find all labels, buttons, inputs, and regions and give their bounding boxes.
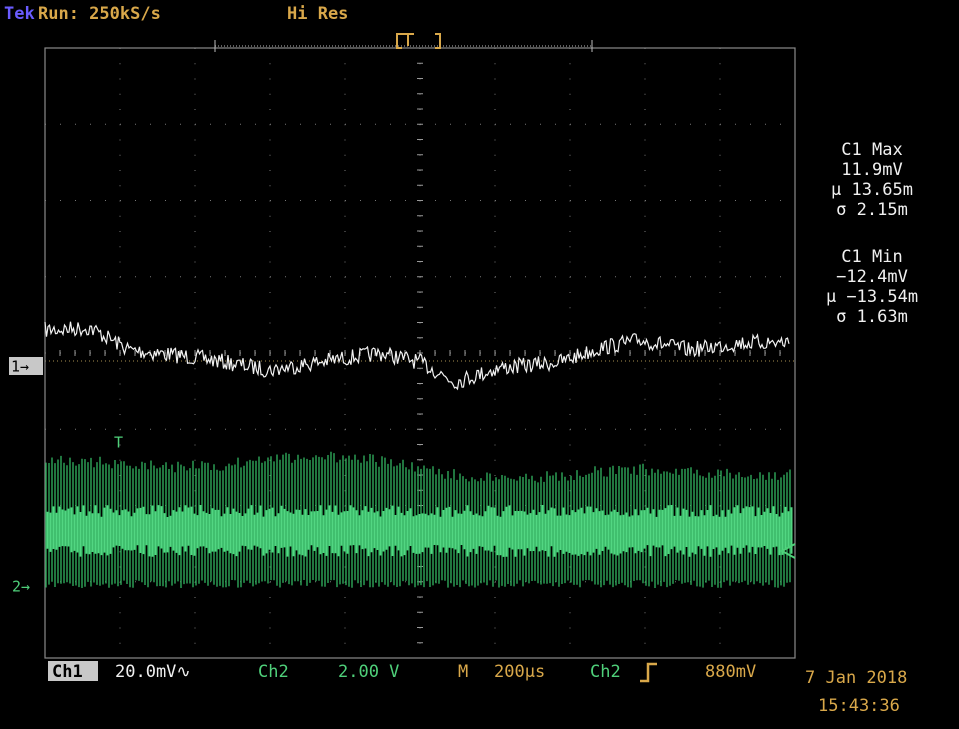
ch2-marker: 2→ (12, 578, 30, 596)
timebase-label: M (458, 662, 468, 682)
measurement-mean: μ 13.65m (831, 180, 913, 200)
scope-screen: Tek Run: 250kS/s Hi Res C1 Max 11.9mV μ … (0, 0, 959, 725)
page: {"header": {"brand": "Tek", "status": "R… (0, 0, 959, 725)
ch2-scale: 2.00 V (338, 662, 399, 682)
ch1-scale: 20.0mV∿ (115, 662, 191, 682)
measurement-label: C1 Max (841, 140, 902, 160)
ch1-marker: 1→ (11, 358, 29, 376)
trigger-source: Ch2 (590, 662, 621, 682)
measurement-value: −12.4mV (836, 267, 908, 287)
acquisition-status: Run: 250kS/s (38, 4, 161, 24)
date: 7 Jan 2018 (805, 668, 907, 688)
background (0, 0, 959, 725)
brand: Tek (4, 4, 35, 24)
measurement-std: σ 1.63m (836, 307, 908, 327)
measurement-label: C1 Min (841, 247, 902, 267)
ch2-label: Ch2 (258, 662, 289, 682)
ch1-label: Ch1 (52, 662, 83, 682)
trigger-level: 880mV (705, 662, 756, 682)
timebase: 200μs (494, 662, 545, 682)
measurement-value: 11.9mV (841, 160, 902, 180)
measurement-std: σ 2.15m (836, 200, 908, 220)
time: 15:43:36 (818, 696, 900, 716)
acquisition-mode: Hi Res (287, 4, 348, 24)
measurement-mean: μ −13.54m (826, 287, 918, 307)
trigger-marker: T (114, 434, 123, 452)
